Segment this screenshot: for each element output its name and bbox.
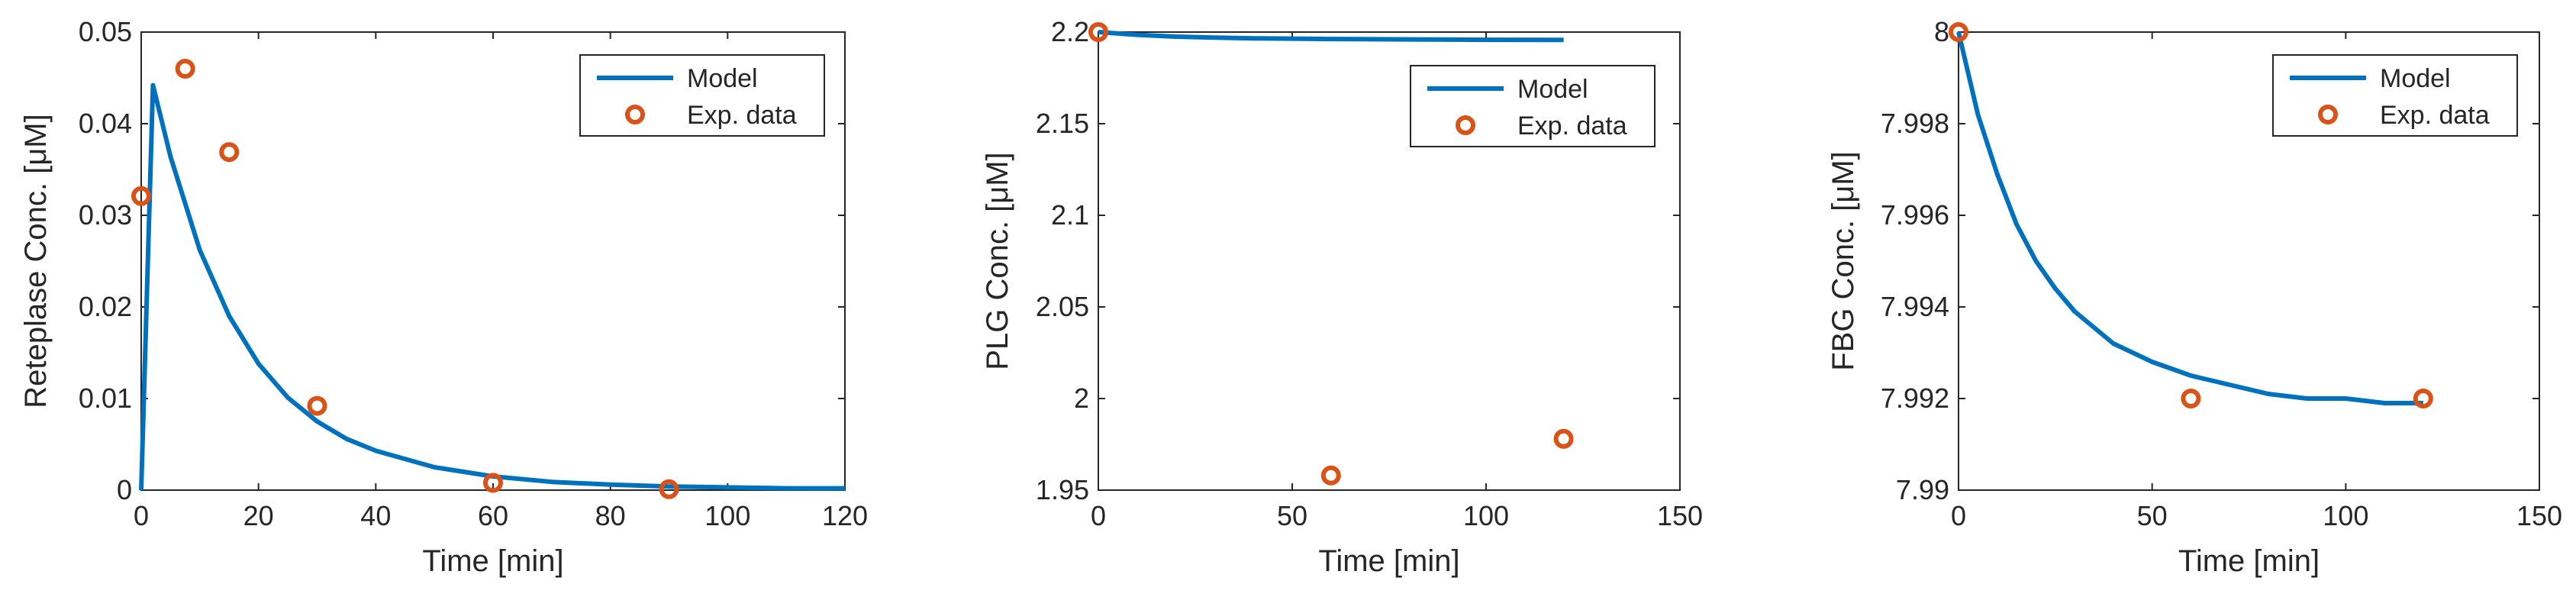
data-point [659, 479, 679, 499]
x-axis-label: Time [min] [422, 544, 563, 578]
x-tick-label: 100 [704, 500, 750, 531]
chart-panel-2: 0 50 100 150 1.95 2 2.05 2.1 2.15 2.2 Time [min] PL… [981, 16, 1703, 578]
data-point [2413, 389, 2433, 408]
legend-box [1410, 65, 1656, 147]
y-tick-label: 0 [117, 474, 132, 505]
data-point [131, 186, 151, 206]
y-axis-label: PLG Conc. [μM] [981, 152, 1014, 370]
data-point [1553, 428, 1574, 449]
y-axis-label: FBG Conc. [μM] [1826, 151, 1860, 371]
model-line [139, 82, 845, 491]
x-tick-label: 40 [360, 500, 391, 531]
x-tick-label: 150 [1657, 500, 1703, 531]
y-tick-label: 2.2 [1051, 16, 1089, 47]
data-point [2181, 389, 2201, 408]
data-point [1949, 22, 1968, 42]
x-tick-label: 50 [1277, 500, 1307, 531]
x-tick-label: 120 [822, 500, 868, 531]
data-point [175, 59, 195, 79]
y-tick-label: 0.03 [79, 199, 132, 231]
legend-data-swatch [1456, 115, 1475, 135]
x-tick-label: 0 [1951, 500, 1966, 531]
y-tick-label: 0.04 [79, 108, 132, 139]
legend-data-swatch [2318, 105, 2338, 124]
y-tick-label: 7.994 [1881, 291, 1949, 322]
y-tick-label: 1.95 [1036, 474, 1089, 505]
legend: Model Exp. data [2272, 54, 2518, 137]
y-tick-label: 7.99 [1896, 474, 1949, 505]
legend: Model Exp. data [579, 54, 825, 137]
legend-label-model: Model [687, 64, 758, 93]
chart-panel-1: 0 20 40 60 80 100 120 0 0.01 0.02 0.03 0.04 0.05 Time… [19, 16, 868, 578]
x-tick-label: 50 [2137, 500, 2168, 531]
y-tick-label: 0.02 [79, 291, 132, 322]
y-tick-label: 7.996 [1881, 199, 1949, 231]
x-tick-label: 0 [134, 500, 149, 531]
y-tick-label: 7.998 [1881, 108, 1949, 139]
legend-label-model: Model [2380, 64, 2451, 93]
y-tick-label: 2.15 [1036, 108, 1089, 139]
y-tick-label: 8 [1934, 16, 1949, 47]
model-line [1098, 30, 1564, 43]
x-tick-label: 150 [2516, 500, 2562, 531]
x-axis-label: Time [min] [1318, 544, 1459, 578]
x-tick-label: 0 [1091, 500, 1106, 531]
y-tick-label: 2.05 [1036, 291, 1089, 322]
y-tick-label: 0.05 [79, 16, 132, 47]
x-tick-label: 80 [595, 500, 626, 531]
legend-label-data: Exp. data [2380, 101, 2490, 130]
data-point [1088, 22, 1108, 42]
y-tick-label: 7.992 [1881, 382, 1949, 414]
data-point [219, 142, 240, 163]
x-tick-label: 100 [1463, 500, 1509, 531]
data-point [1320, 465, 1341, 486]
legend-box [579, 54, 825, 137]
legend: Model Exp. data [1410, 65, 1656, 147]
x-axis-label: Time [min] [2178, 544, 2320, 578]
data-point [483, 473, 503, 493]
legend-label-data: Exp. data [1517, 111, 1627, 140]
y-tick-label: 0.01 [79, 382, 132, 414]
chart-panel-3: 0 50 100 150 7.99 7.992 7.994 7.996 7.998 8 Time [… [1826, 16, 2562, 578]
legend-data-swatch [625, 105, 645, 124]
model-line [1956, 31, 2423, 405]
legend-box [2272, 54, 2518, 137]
y-tick-label: 2 [1074, 382, 1089, 414]
y-tick-label: 2.1 [1051, 199, 1089, 231]
x-tick-label: 60 [478, 500, 508, 531]
legend-label-data: Exp. data [687, 101, 797, 130]
x-tick-label: 100 [2323, 500, 2368, 531]
data-point [307, 395, 327, 416]
y-axis-label: Reteplase Conc. [μM] [19, 114, 53, 408]
legend-label-model: Model [1517, 75, 1588, 104]
x-tick-label: 20 [243, 500, 274, 531]
